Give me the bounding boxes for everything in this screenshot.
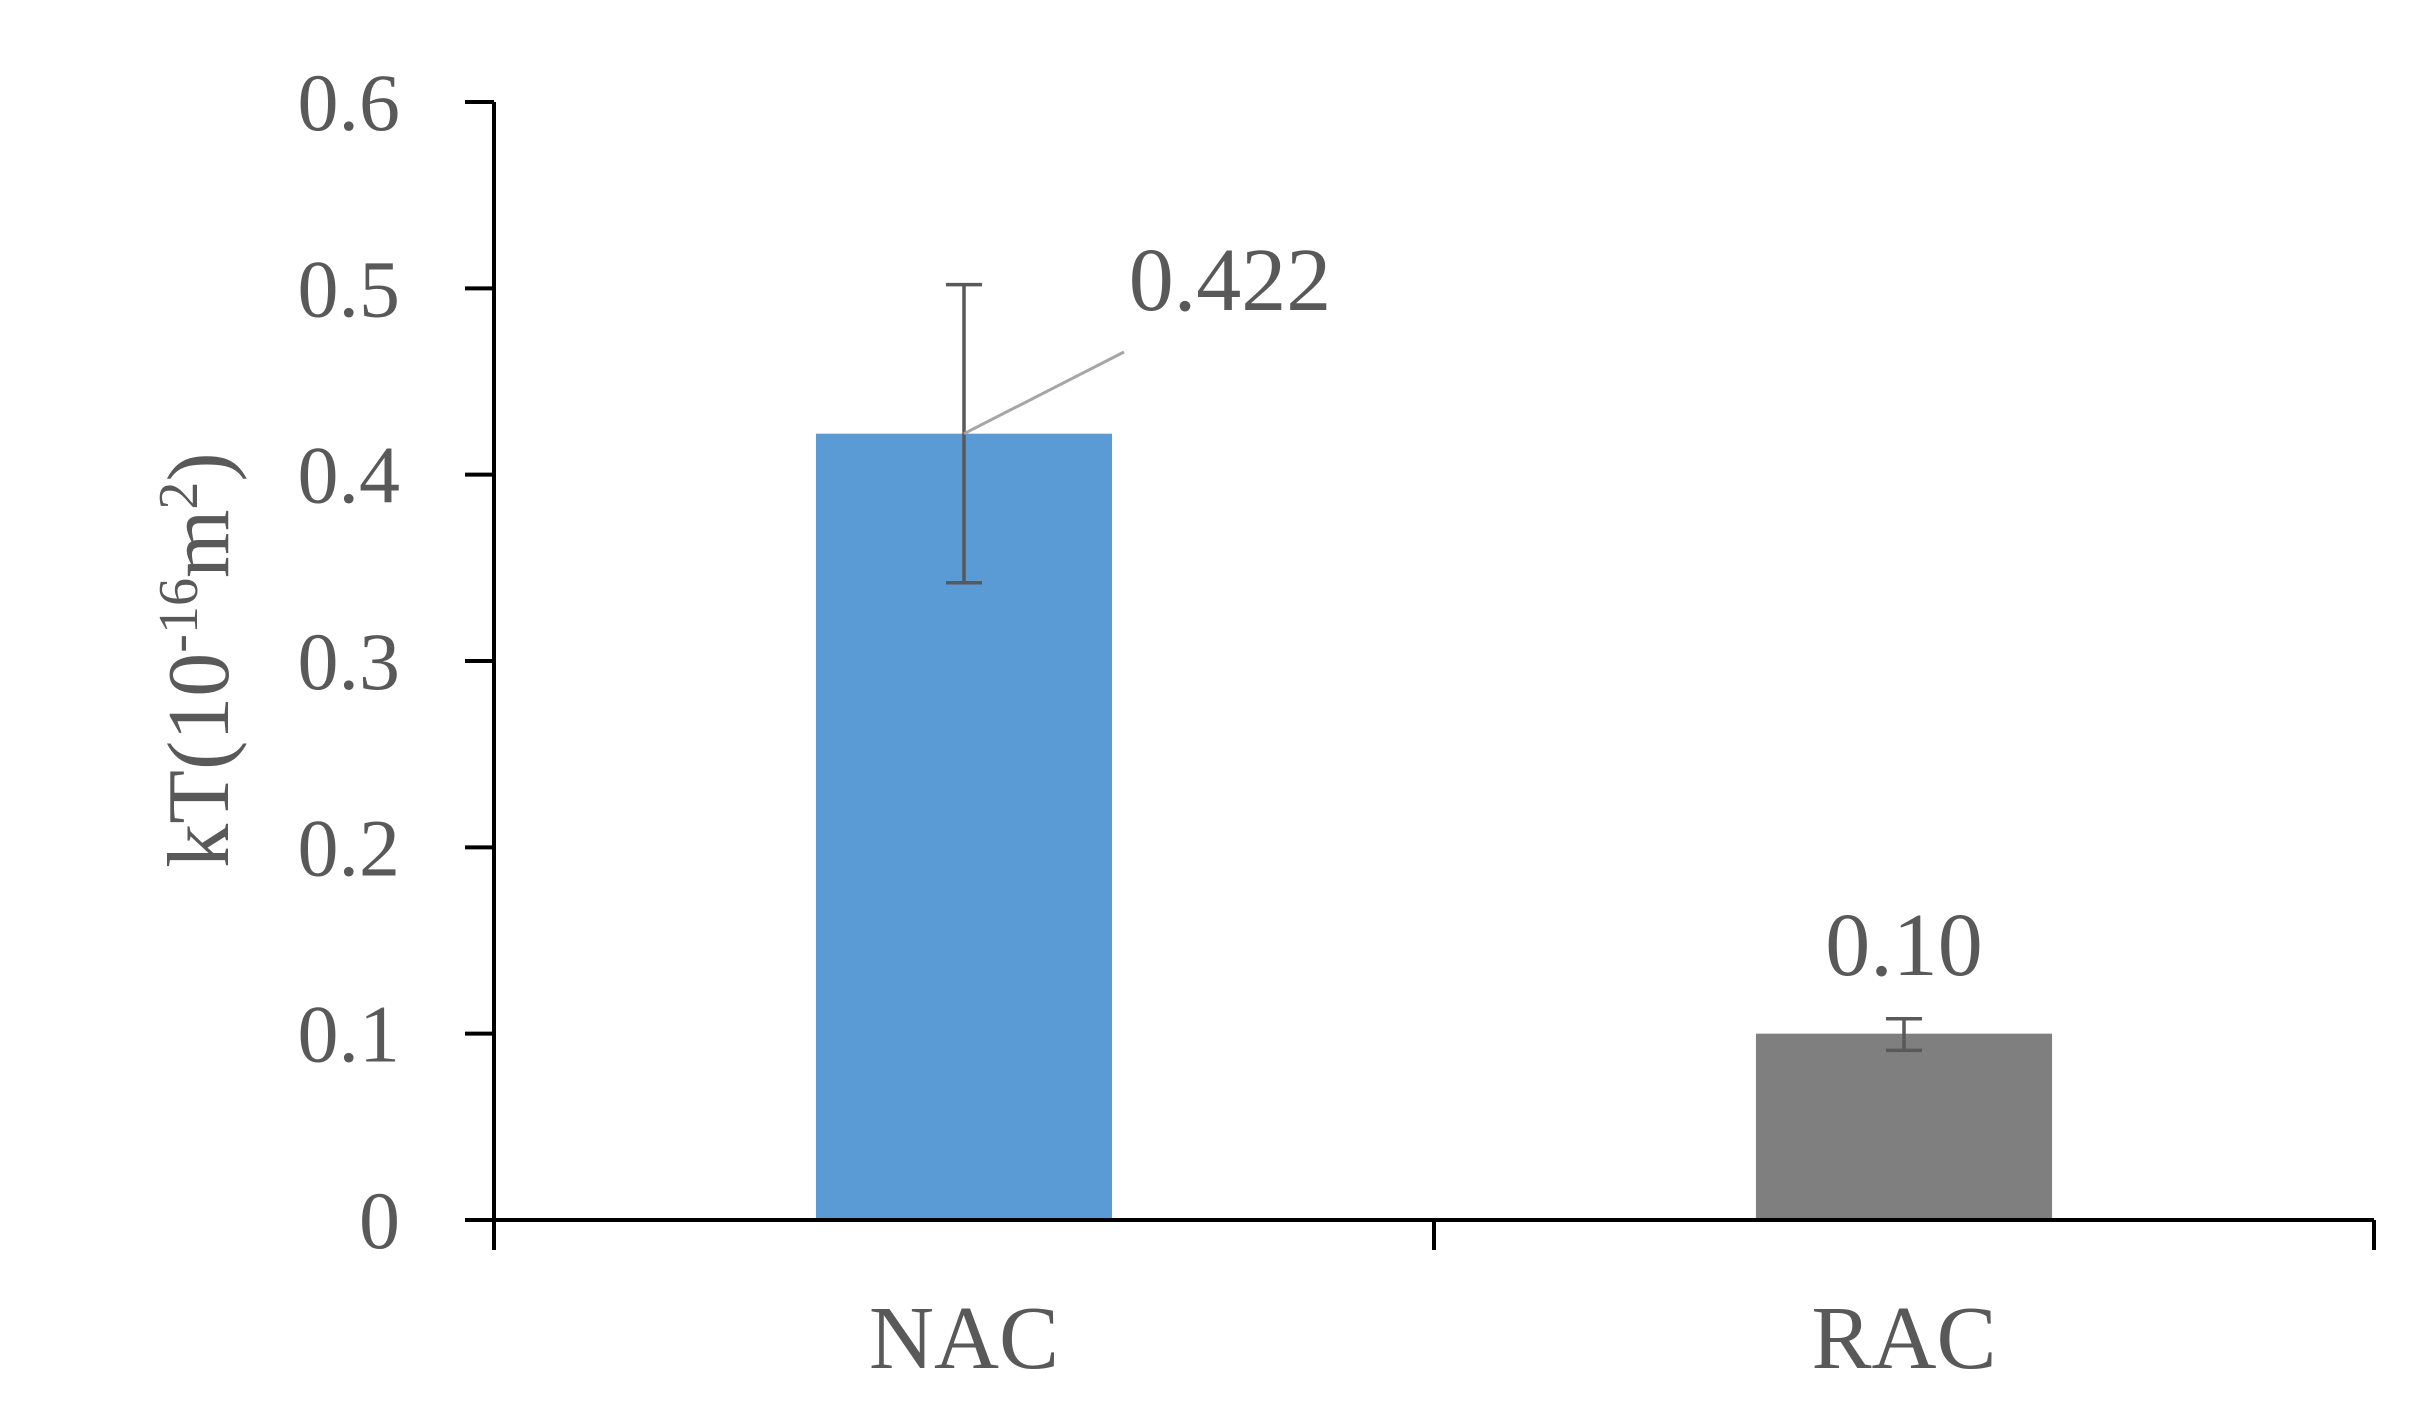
data-labels-group: 0.422 0.10 [963,231,1983,995]
y-ticks-group: 0 0.1 0.2 0.3 0.4 0.5 0.6 [298,57,494,1266]
y-tick-label: 0.5 [298,243,401,334]
y-tick-label: 0.1 [298,989,401,1080]
y-axis-title-exponent-2: 2 [148,482,210,510]
y-tick-label: 0.6 [298,57,401,148]
data-label: 0.10 [1825,896,1983,995]
y-axis-title-unit: m [151,510,248,578]
y-axis-title-exponent-1: -16 [148,578,210,653]
y-tick-label: 0.4 [298,430,401,521]
data-label: 0.422 [1129,231,1332,330]
data-label-leader-line [963,350,1125,436]
bar-rac [1755,1033,2053,1220]
x-category-label: RAC [1811,1289,1996,1388]
y-tick-label: 0.2 [298,802,401,893]
x-ticks-group: NAC RAC [492,1220,2376,1388]
axes-group [465,102,2374,1222]
y-axis-title-main: kT(10 [151,653,248,868]
bars-group [815,433,2053,1220]
y-tick-label: 0 [359,1175,400,1266]
y-tick-label: 0.3 [298,616,401,707]
y-axis-title: kT(10-16m2) [148,452,248,867]
x-category-label: NAC [869,1289,1059,1388]
y-axis-title-end: ) [151,452,248,481]
